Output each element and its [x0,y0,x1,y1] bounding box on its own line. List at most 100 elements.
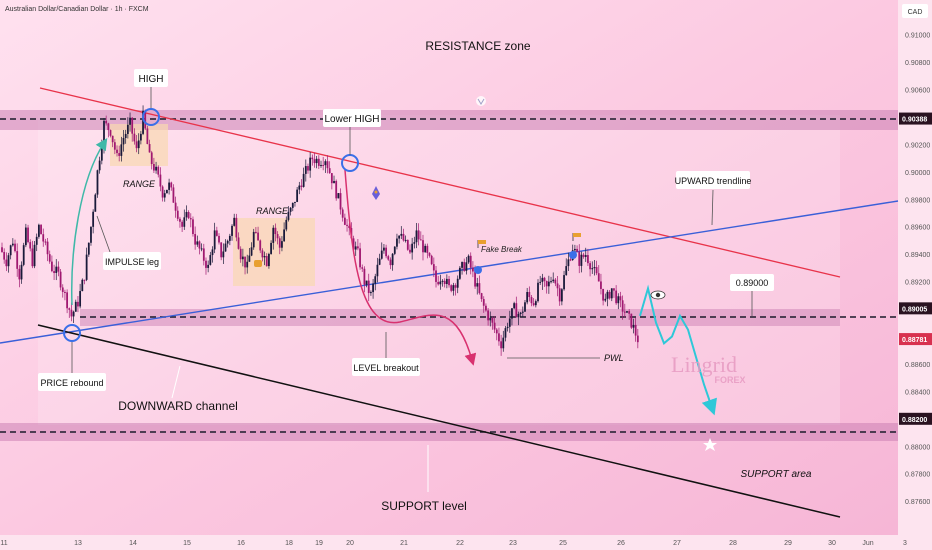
candle-body [621,300,624,312]
candle-body [404,239,407,241]
candle-body [378,258,381,265]
watermark-sub: FOREX [714,375,745,385]
candle-body [361,267,364,269]
price-axis: 0.91000 0.90800 0.90600 0.90200 0.90000 0.898… [905,33,930,507]
candle-body [324,161,327,166]
price-badge-box [899,302,932,315]
candle-body [578,251,581,266]
candle-body [573,248,576,251]
candle-body [426,245,429,253]
trendline-touch-1 [474,266,482,274]
candle-body [205,260,207,268]
candle-body [506,326,509,329]
candle-body [346,224,348,226]
breakout-label: LEVEL breakout [353,363,419,373]
support-zone-band [0,423,898,441]
candle-body [432,264,435,271]
candle-body [500,341,503,349]
candle-body [356,246,359,249]
candle-body [122,138,125,145]
candle-body [400,233,403,236]
candle-body [626,311,628,313]
candle-body [142,110,144,134]
candle-body [554,279,557,284]
candle-body [428,252,431,256]
candle-body [608,291,611,299]
candle-body [135,141,138,149]
candle-body [409,249,411,253]
watermark-brand: Lingrid [671,352,737,377]
candle-body [27,227,29,243]
price-tick-label: 0.90000 [905,170,930,177]
candle-body [539,281,542,283]
time-tick-label: 25 [559,540,567,547]
candle-body [81,279,84,292]
candle-body [57,266,60,272]
upward-trendline [0,200,899,344]
candle-body [617,296,620,304]
candle-body [213,230,216,250]
candle-body [337,193,340,199]
candle-body [131,117,134,134]
high-label-box [134,69,168,87]
candle-body [517,313,520,318]
candle-body [591,268,594,270]
candle-body [283,229,286,242]
candle-body [231,225,233,236]
upward-connector [711,189,714,226]
candle-body [211,249,214,256]
candle-body [159,174,162,187]
candle-body [385,247,388,257]
candle-body [124,133,127,139]
time-tick-label: 15 [183,540,191,547]
candle-body [257,232,259,241]
candle-body [153,164,155,171]
price-badge-label: 0.90388 [902,117,927,124]
candle-body [179,218,181,222]
candle-body [339,193,342,210]
candle-body [393,246,396,254]
rebound-label: PRICE rebound [40,378,103,388]
candle-body [181,221,184,227]
candle-body [87,242,90,255]
flag-icon-1 [477,240,486,248]
candle-body [83,279,86,281]
high-circle [142,108,160,126]
candle-body [370,292,372,294]
candle-body [515,303,518,318]
candle-body [46,241,49,255]
rebound-circle [63,324,81,342]
candle-body [98,160,101,171]
candle-body [137,140,140,149]
candle-body [597,273,600,282]
candle-body [265,256,268,267]
candle-body [174,202,177,211]
symbol-info: Australian Dollar/Canadian Dollar · 1h ·… [5,6,149,13]
candle-body [202,248,205,261]
candle-body [70,309,73,317]
candle-body [545,281,548,287]
candle-body [396,238,398,247]
candle-body [322,164,325,166]
candle-body [439,281,442,285]
descending-resistance-line [39,87,841,278]
candle-body [367,280,370,294]
candle-body [155,166,157,171]
candle-body [228,235,231,241]
candle-body [374,276,377,284]
candle-body [502,337,505,349]
candle-body [37,224,40,237]
candle-body [467,255,470,263]
candle-body [168,182,170,190]
candle-body [103,120,105,146]
resistance-zone-label: RESISTANCE zone [425,39,530,53]
price-badge-label: 0.89005 [902,306,927,313]
candle-body [222,251,225,258]
breakout-label-box [352,358,420,376]
candle-body [504,328,507,338]
candle-body [18,268,21,280]
candle-body [493,322,496,330]
price-tick-label: 0.90800 [905,60,930,67]
candle-body [317,158,320,166]
